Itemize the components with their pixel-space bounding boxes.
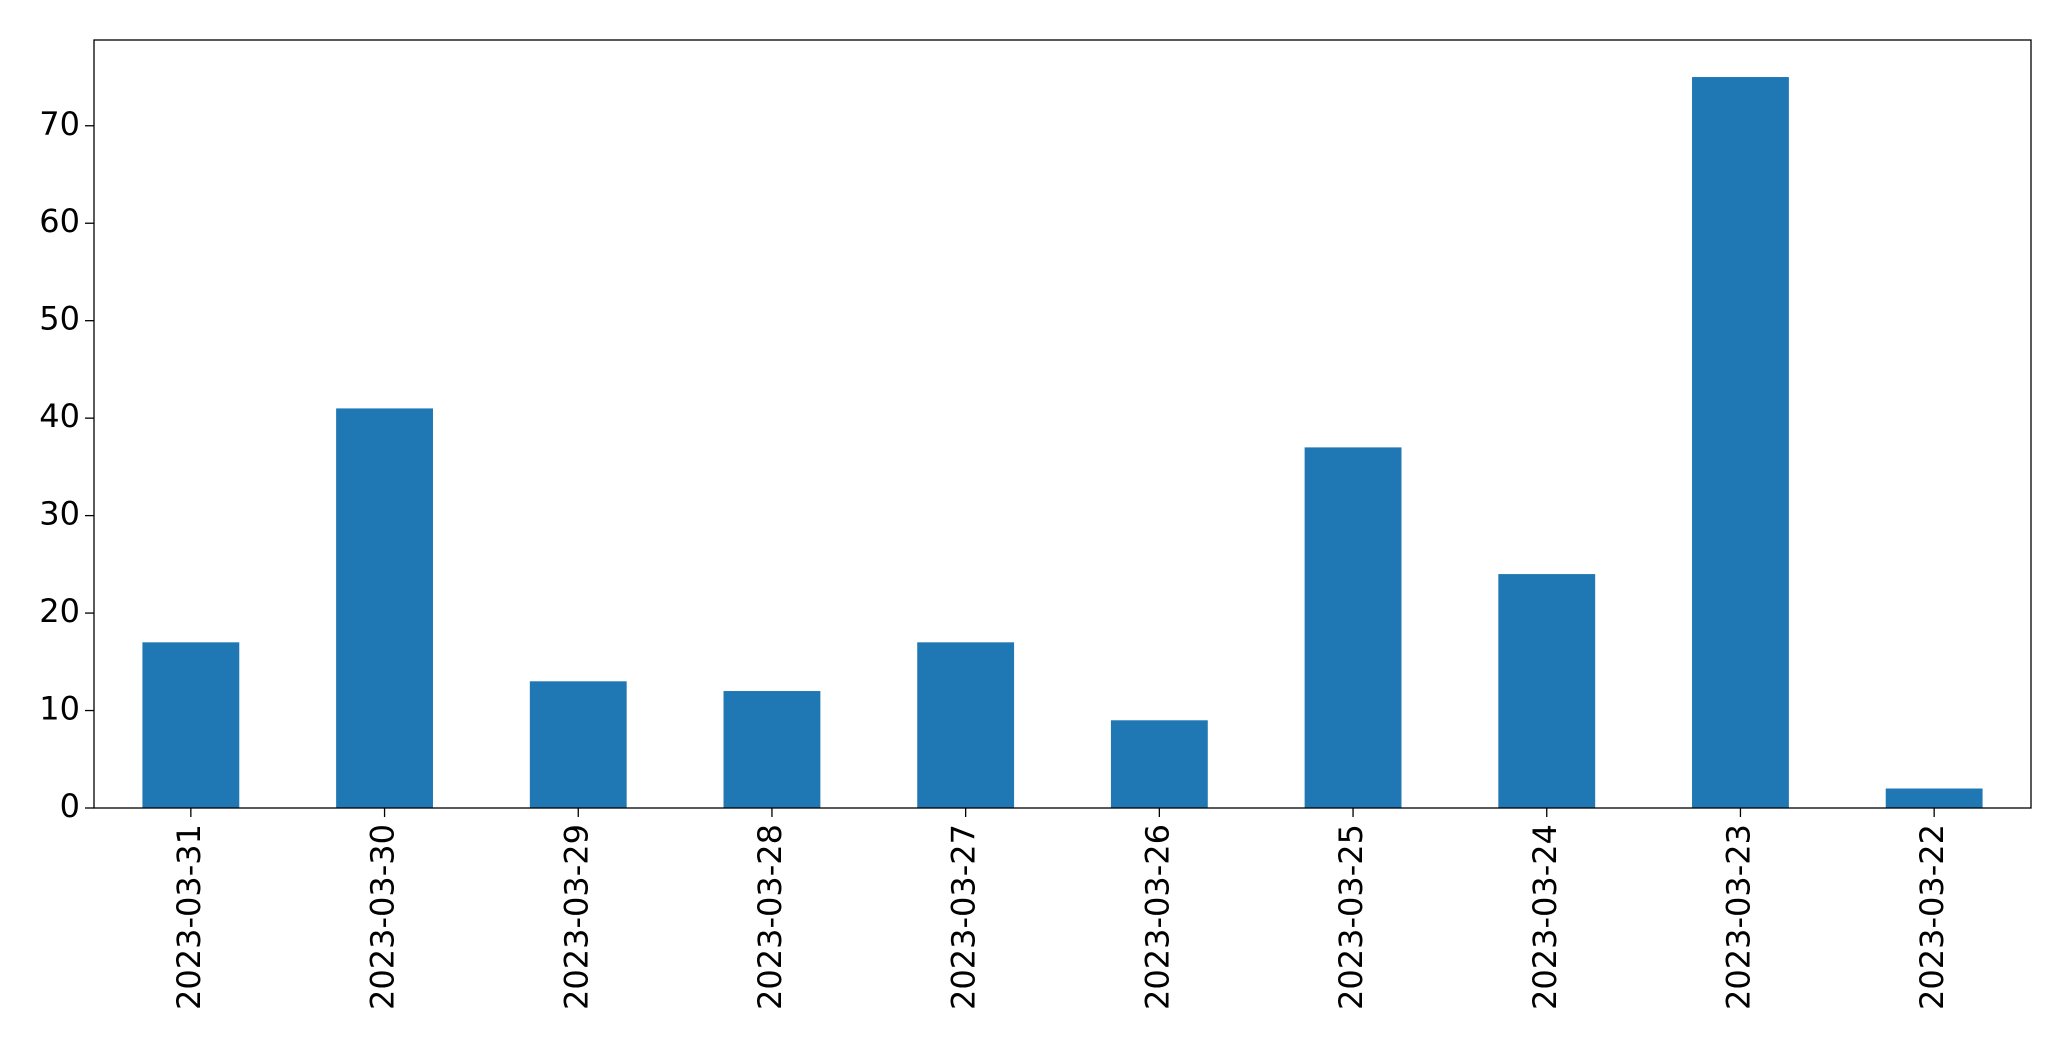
bar	[1304, 447, 1402, 808]
bar	[1692, 77, 1789, 809]
x-tick-label: 2023-03-29	[557, 824, 595, 1010]
bar	[336, 408, 433, 808]
y-tick-label: 20	[39, 592, 80, 630]
x-tick-label: 2023-03-27	[945, 824, 983, 1010]
y-tick-label: 0	[60, 787, 80, 825]
x-tick-label: 2023-03-22	[1913, 824, 1951, 1010]
bar	[1110, 720, 1208, 808]
bar	[529, 681, 627, 808]
y-tick-label: 10	[39, 690, 80, 728]
y-tick-label: 60	[39, 202, 80, 240]
y-tick-label: 70	[39, 105, 80, 143]
y-tick-label: 30	[39, 495, 80, 533]
y-tick-label: 40	[39, 397, 80, 435]
y-tick-label: 50	[39, 300, 80, 338]
bar	[1498, 574, 1596, 808]
x-tick-label: 2023-03-23	[1719, 824, 1757, 1010]
x-tick-label: 2023-03-26	[1138, 824, 1176, 1010]
x-tick-label: 2023-03-25	[1332, 824, 1370, 1010]
x-tick-label: 2023-03-28	[751, 824, 789, 1010]
bar	[723, 691, 821, 808]
bar	[917, 642, 1015, 808]
bar	[142, 642, 240, 808]
plot-frame	[93, 39, 2032, 809]
bar	[1885, 788, 1983, 808]
x-tick-label: 2023-03-31	[170, 824, 208, 1010]
x-tick-label: 2023-03-30	[364, 824, 402, 1010]
x-tick-label: 2023-03-24	[1526, 824, 1564, 1010]
